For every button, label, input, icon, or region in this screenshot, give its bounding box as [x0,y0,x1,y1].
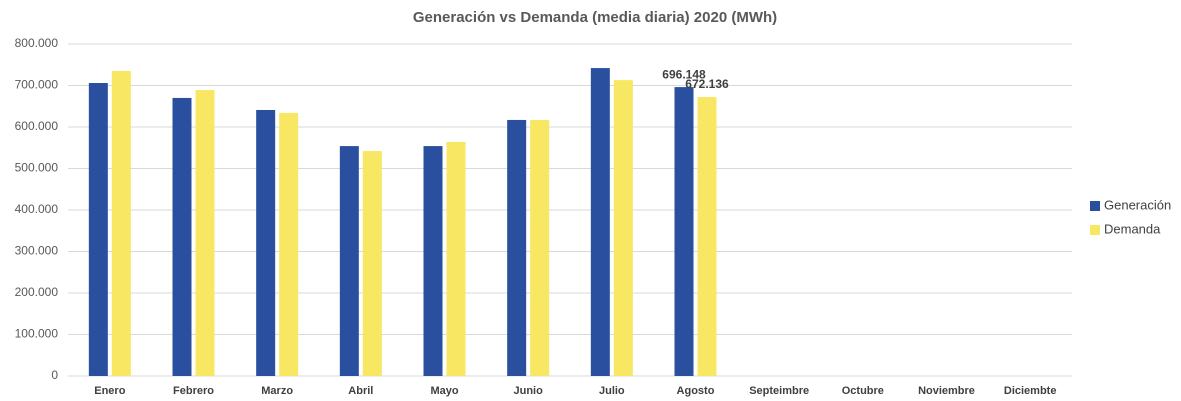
bar [590,68,610,376]
bar [339,146,359,376]
x-tick-label: Junio [513,385,543,397]
bar [279,112,299,376]
bar [195,90,215,376]
bar [88,83,108,376]
x-tick-label: Diciembte [1004,385,1057,397]
x-tick-label: Noviembre [918,385,975,397]
x-tick-label: Febrero [173,385,214,397]
data-label: 696.148 [662,67,706,81]
bar [172,97,192,376]
bar [446,141,466,376]
x-tick-label: Marzo [261,385,293,397]
bar [256,109,276,377]
y-tick-label: 700.000 [15,78,59,92]
bar [111,70,131,376]
legend-swatch [1090,225,1100,235]
chart-title: Generación vs Demanda (media diaria) 202… [413,9,777,26]
x-tick-label: Abril [348,385,373,397]
x-tick-label: Enero [94,385,125,397]
y-tick-label: 100.000 [15,327,59,341]
data-label: 672.136 [685,77,729,91]
y-tick-label: 300.000 [15,244,59,258]
y-tick-label: 200.000 [15,285,59,299]
x-tick-label: Mayo [430,385,458,397]
y-tick-label: 600.000 [15,119,59,133]
x-tick-label: Septeimbre [749,385,809,397]
y-tick-label: 400.000 [15,202,59,216]
bar [530,119,550,376]
legend-label: Generación [1104,197,1171,212]
bar [613,80,633,376]
y-tick-label: 500.000 [15,161,59,175]
x-tick-label: Agosto [677,385,715,397]
x-tick-label: Octubre [842,385,884,397]
bar [674,87,694,377]
x-tick-label: Julio [599,385,625,397]
y-tick-label: 800.000 [15,36,59,50]
bar [507,119,527,376]
bar [697,97,717,376]
bar [362,151,382,376]
bar [423,146,443,376]
legend-label: Demanda [1104,221,1161,236]
legend-swatch [1090,201,1100,211]
y-tick-label: 0 [51,368,58,382]
